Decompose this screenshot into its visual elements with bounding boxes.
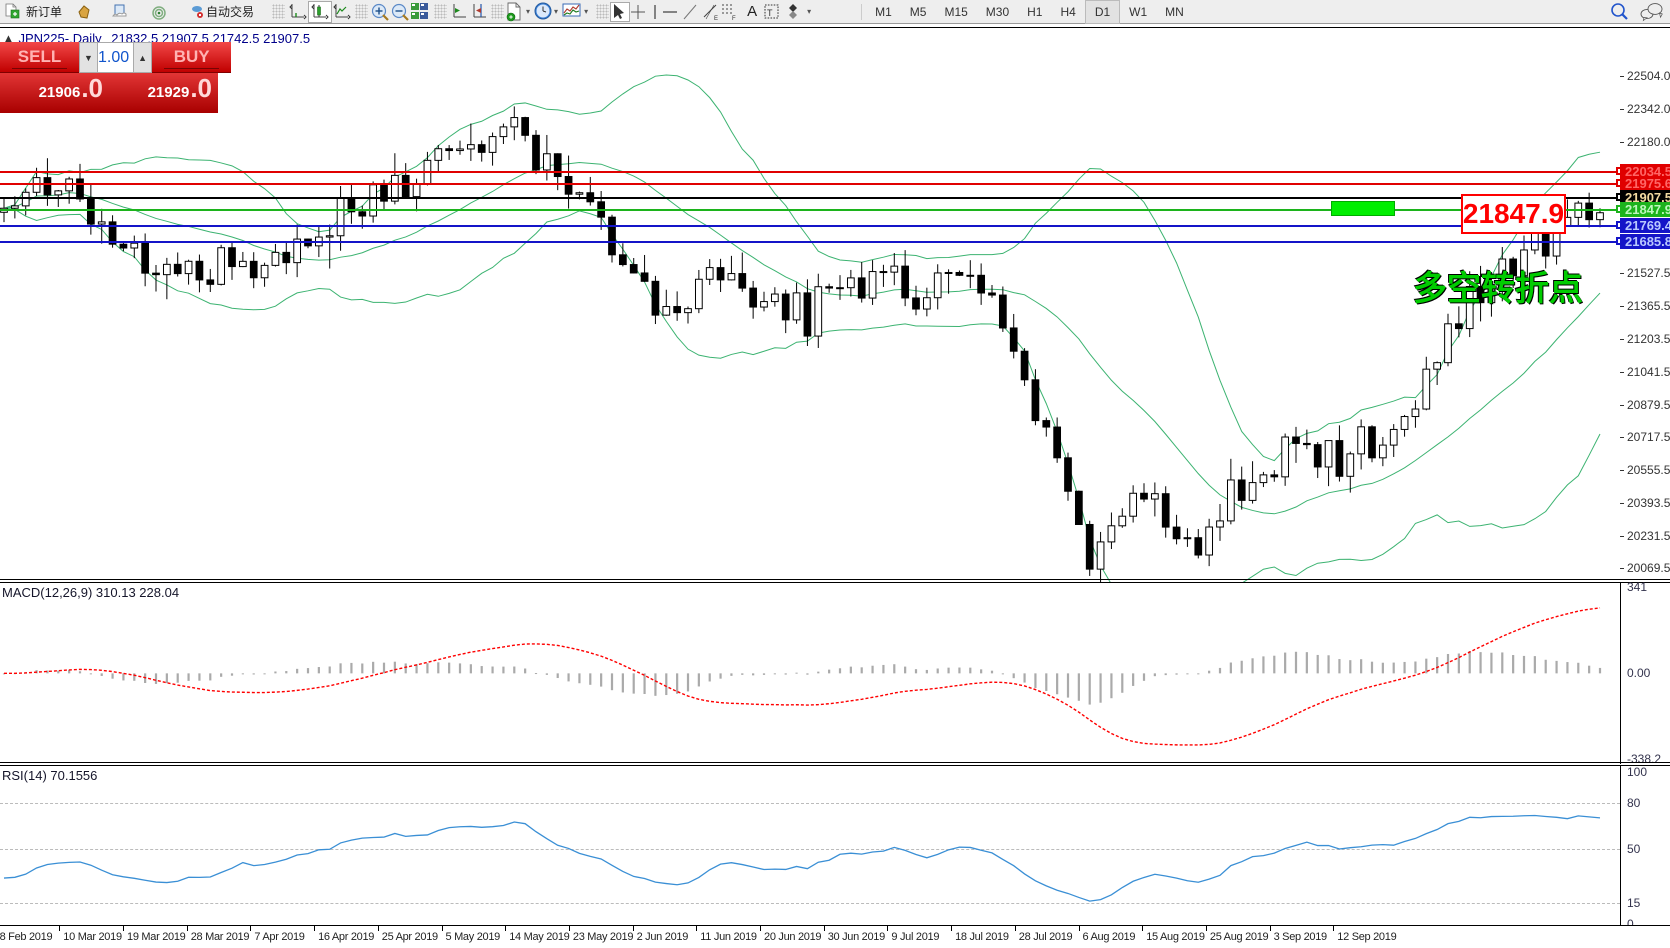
svg-text:F: F xyxy=(732,16,736,21)
svg-text:T: T xyxy=(767,8,773,18)
svg-text:E: E xyxy=(714,16,718,21)
